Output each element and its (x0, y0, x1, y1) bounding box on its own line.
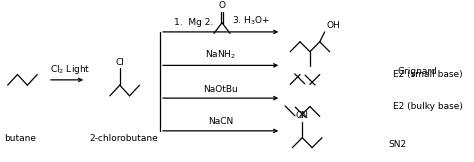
Text: Cl: Cl (115, 58, 124, 67)
Text: O: O (219, 1, 226, 10)
Text: Grignard: Grignard (398, 67, 438, 76)
Text: NaNH$_2$: NaNH$_2$ (205, 48, 236, 61)
Text: NaOtBu: NaOtBu (203, 85, 238, 94)
Text: E2 (bulky base): E2 (bulky base) (393, 102, 463, 111)
Text: Cl$_2$ Light: Cl$_2$ Light (50, 63, 91, 76)
Text: butane: butane (4, 134, 36, 143)
Text: 3. H$_3$O+: 3. H$_3$O+ (232, 15, 270, 27)
Text: 1.  Mg 2.: 1. Mg 2. (173, 18, 213, 27)
Text: SN2: SN2 (389, 140, 407, 149)
Text: 2-chlorobutane: 2-chlorobutane (90, 134, 159, 143)
Text: CN: CN (296, 111, 309, 120)
Text: OH: OH (327, 21, 341, 30)
Text: E2 (small base): E2 (small base) (393, 70, 463, 79)
Text: NaCN: NaCN (208, 117, 233, 126)
